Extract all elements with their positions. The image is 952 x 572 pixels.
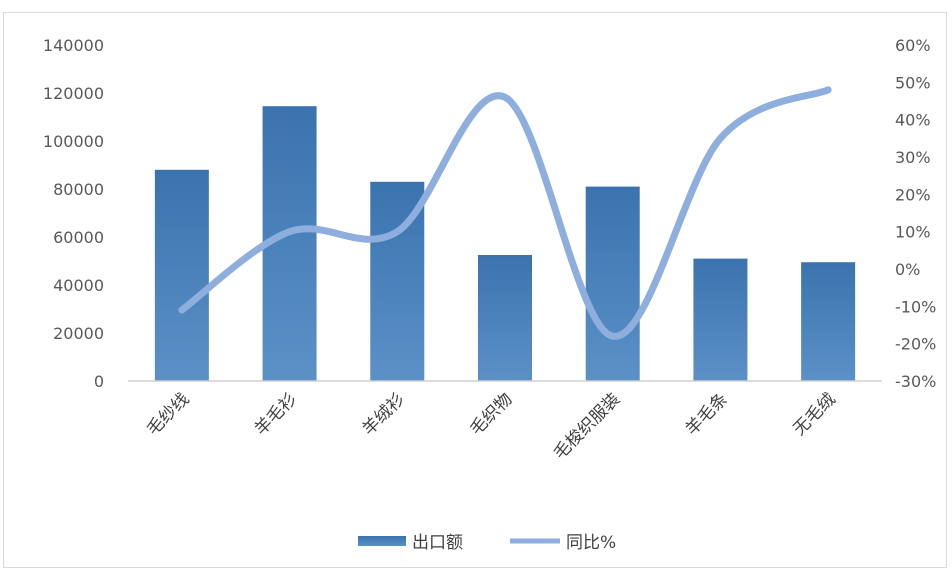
left-axis-tick-label: 0 [94, 372, 104, 391]
bar[interactable] [154, 169, 209, 381]
right-axis-tick-label: -10% [895, 297, 936, 316]
right-axis-tick-label: 30% [895, 148, 931, 167]
right-axis-tick-label: 20% [895, 185, 931, 204]
category-label: 毛织物 [466, 389, 516, 439]
category-label: 羊毛衫 [251, 389, 301, 439]
left-axis-tick-label: 140000 [43, 36, 104, 55]
left-axis-tick-label: 100000 [43, 132, 104, 151]
left-axis-tick-label: 40000 [53, 276, 104, 295]
bar[interactable] [585, 186, 640, 381]
left-axis-tick-label: 60000 [53, 228, 104, 247]
right-axis-tick-label: -20% [895, 335, 936, 354]
right-axis-tick-label: 60% [895, 36, 931, 55]
bar[interactable] [693, 258, 748, 381]
right-axis-tick-label: 50% [895, 73, 931, 92]
legend-swatch-bar [358, 536, 406, 546]
bar[interactable] [478, 255, 532, 381]
line-series [178, 86, 832, 340]
legend-label-line: 同比% [566, 533, 616, 553]
category-labels: 毛纱线 羊毛衫 羊绒衫 毛织物 毛梭织服装 羊毛条 无毛绒 [143, 389, 839, 463]
left-axis: 0 20000 40000 60000 80000 100000 120000 140000 [43, 36, 104, 391]
category-label: 毛纱线 [143, 389, 193, 439]
category-label: 无毛绒 [789, 389, 839, 439]
yoy-line[interactable] [178, 86, 832, 340]
right-axis: -30% -20% -10% 0% 10% 20% 30% 40% 50% 60% [895, 36, 936, 391]
right-axis-tick-label: 10% [895, 223, 931, 242]
legend-label-bar: 出口额 [412, 533, 463, 553]
right-axis-tick-label: -30% [895, 372, 936, 391]
left-axis-tick-label: 20000 [53, 324, 104, 343]
category-label: 羊绒衫 [359, 389, 409, 439]
legend[interactable]: 出口额 同比% [358, 533, 616, 553]
right-axis-tick-label: 40% [895, 111, 931, 130]
right-axis-tick-label: 0% [895, 260, 920, 279]
category-label: 毛梭织服装 [550, 389, 624, 463]
left-axis-tick-label: 120000 [43, 84, 104, 103]
bar[interactable] [801, 262, 856, 381]
left-axis-tick-label: 80000 [53, 180, 104, 199]
category-label: 羊毛条 [682, 389, 732, 439]
